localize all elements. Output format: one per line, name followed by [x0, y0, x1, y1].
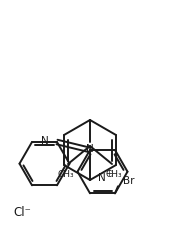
- Text: +: +: [105, 169, 112, 178]
- Text: Cl⁻: Cl⁻: [13, 207, 31, 220]
- Text: N: N: [86, 144, 94, 154]
- Text: N: N: [98, 173, 106, 183]
- Text: N: N: [41, 136, 49, 146]
- Text: CH₃: CH₃: [106, 170, 122, 179]
- Text: CH₃: CH₃: [58, 170, 74, 179]
- Text: Br: Br: [123, 176, 134, 186]
